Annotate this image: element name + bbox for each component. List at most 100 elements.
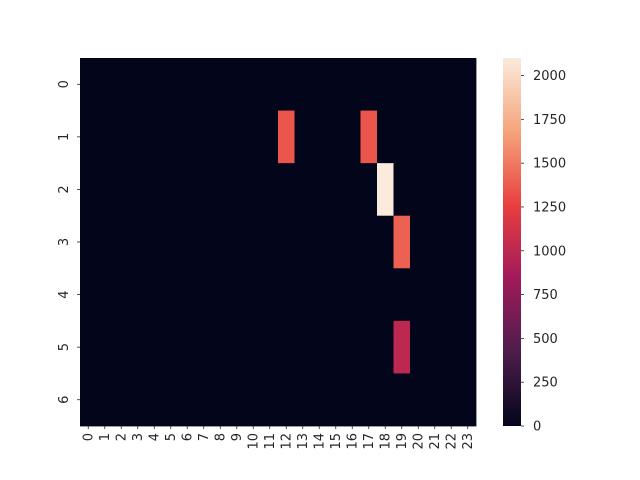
heatmap-cell [327,58,345,111]
heatmap-cell [393,215,411,269]
x-tick-label: 3 [131,433,146,441]
heatmap-cell [245,373,262,427]
colorbar-tick-label: 1750 [533,113,566,128]
heatmap-cell [377,215,394,269]
heatmap-cell [212,268,229,322]
heatmap-cell [294,110,312,164]
heatmap-cell [195,110,213,164]
x-axis: 0 1 2 3 4 5 6 7 8 9 10 11 12 13 14 15 16 17 18 19 20 21 22 23 [81,426,476,450]
heatmap-cell [459,268,477,322]
heatmap-cell [459,320,477,374]
heatmap-cell [113,268,130,322]
heatmap-cell [360,320,378,374]
heatmap-cell [146,373,163,427]
heatmap-cell [410,268,427,322]
heatmap-cell [327,163,345,217]
heatmap-cell [228,320,246,374]
heatmap-cell [311,215,328,269]
x-tick-label: 19 [395,433,410,450]
heatmap-cell [195,373,213,427]
heatmap-cell [294,373,312,427]
heatmap-cell [195,163,213,217]
heatmap-cell [129,373,147,427]
heatmap-cell [443,163,460,217]
heatmap-cell [294,58,312,111]
heatmap-cell [393,373,411,427]
x-tick-label: 21 [428,433,443,450]
heatmap-cell [113,110,130,164]
heatmap-cell [311,110,328,164]
heatmap-cell [410,320,427,374]
heatmap-cell [212,215,229,269]
heatmap-cell [129,268,147,322]
heatmap-cell [96,163,114,217]
heatmap-cell [344,373,361,427]
heatmap-cell [80,215,97,269]
heatmap-cell [228,215,246,269]
heatmap-cell [228,373,246,427]
heatmap-cell [245,110,262,164]
heatmap-cell [327,110,345,164]
x-tick-label: 4 [147,433,162,441]
heatmap-cell [113,58,130,111]
heatmap-cell [327,268,345,322]
heatmap-cell [360,163,378,217]
heatmap-cell [393,58,411,111]
heatmap-cell [377,268,394,322]
x-tick-label: 8 [213,433,228,441]
x-tick-label: 5 [164,433,179,441]
x-tick-label: 22 [444,433,459,450]
x-tick-label: 9 [230,433,245,441]
heatmap-cell [162,373,180,427]
x-tick-label: 2 [114,433,129,441]
x-tick-label: 15 [329,433,344,450]
colorbar-tick-label: 1500 [533,157,566,172]
heatmap-cell [261,373,279,427]
heatmap-cell [344,320,361,374]
x-tick-label: 20 [411,433,426,450]
heatmap-cell [129,58,147,111]
heatmap-cell [377,110,394,164]
heatmap-cell [80,110,97,164]
heatmap-cell [426,268,444,322]
heatmap-cell [410,163,427,217]
heatmap-cell [327,373,345,427]
heatmap-cell [426,163,444,217]
heatmap-cell [129,215,147,269]
y-tick-label: 6 [57,396,72,404]
heatmap-cell [113,373,130,427]
heatmap-cell [80,373,97,427]
x-tick-label: 16 [345,433,360,450]
heatmap-cell [96,373,114,427]
heatmap-cell [179,268,196,322]
x-tick-label: 17 [362,433,377,450]
y-tick-label: 2 [57,185,72,193]
heatmap-cell [212,58,229,111]
heatmap-cell [228,268,246,322]
y-tick-label: 4 [57,290,72,298]
heatmap-cell [179,320,196,374]
y-tick-label: 3 [57,238,72,246]
heatmap-cell [146,58,163,111]
heatmap-cell [360,268,378,322]
y-tick-label: 1 [57,133,72,141]
heatmap-cell [261,110,279,164]
heatmap-cell [278,58,295,111]
colorbar-tick-label: 1250 [533,200,566,215]
heatmap-cell [179,110,196,164]
heatmap-cell [96,58,114,111]
heatmap-cell [245,320,262,374]
heatmap-cell [96,215,114,269]
x-tick-label: 14 [312,433,327,450]
heatmap-cell [129,163,147,217]
heatmap-cell [443,373,460,427]
heatmap-cell [245,215,262,269]
heatmap-cell [426,110,444,164]
heatmap-cell [360,58,378,111]
heatmap-cell [278,268,295,322]
heatmap-cell [327,215,345,269]
heatmap-cell [344,58,361,111]
heatmap-cell [195,320,213,374]
heatmap-cell [146,215,163,269]
y-axis: 0 1 2 3 4 5 6 [57,80,80,404]
